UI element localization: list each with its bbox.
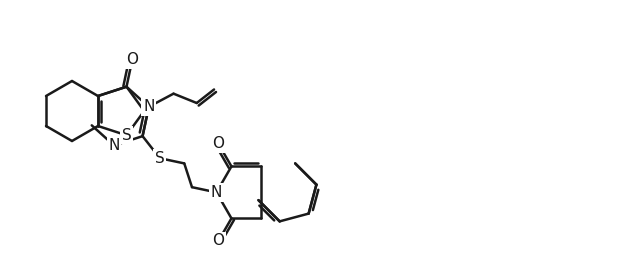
Text: O: O <box>212 136 225 151</box>
Text: S: S <box>155 151 164 166</box>
Text: N: N <box>108 138 120 153</box>
Text: N: N <box>211 185 222 200</box>
Text: O: O <box>212 233 225 248</box>
Text: S: S <box>122 128 131 143</box>
Text: O: O <box>126 52 138 67</box>
Text: N: N <box>143 99 154 114</box>
